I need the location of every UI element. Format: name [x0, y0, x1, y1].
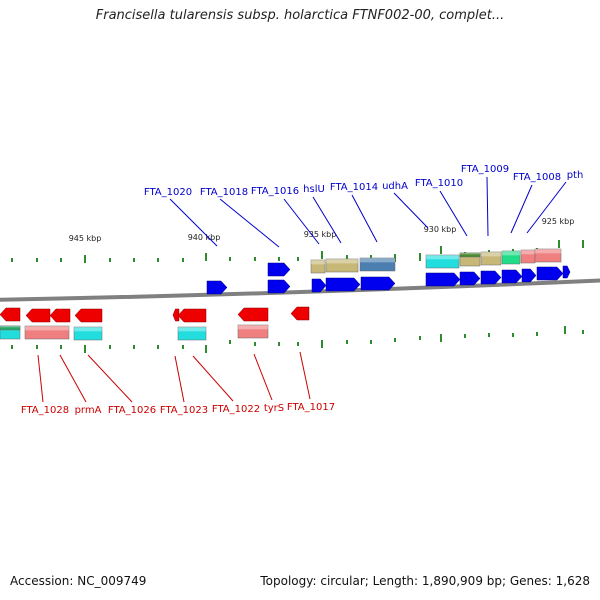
forward-gene[interactable] [267, 279, 291, 294]
forward-label-leader [526, 181, 567, 234]
feature-bar [73, 326, 103, 341]
reverse-gene[interactable] [177, 308, 207, 323]
forward-gene[interactable] [480, 270, 502, 285]
feature-bar-shine [460, 253, 480, 255]
map-title: Francisella tularensis subsp. holarctica… [95, 8, 505, 23]
feature-bar [359, 257, 396, 272]
forward-gene[interactable] [425, 272, 461, 287]
forward-gene[interactable] [206, 280, 228, 295]
scale-label: 935 kbp [304, 230, 337, 239]
reverse-gene-label[interactable]: FTA_1017 [287, 402, 335, 413]
genome-backbone [0, 278, 600, 302]
forward-label-leader [169, 198, 218, 247]
reverse-gene[interactable] [49, 308, 71, 323]
forward-gene[interactable] [521, 268, 537, 283]
reverse-gene-label[interactable]: FTA_1023 [160, 405, 208, 416]
reverse-label-leader [253, 353, 273, 401]
feature-bar-shine [25, 326, 69, 331]
forward-gene-label[interactable]: pth [567, 170, 584, 181]
feature-bar [0, 325, 21, 331]
reverse-gene[interactable] [74, 308, 103, 323]
reverse-label-leader [87, 354, 133, 403]
forward-gene-label[interactable]: FTA_1016 [251, 186, 299, 197]
reverse-gene[interactable] [25, 308, 51, 323]
reverse-label-leader [37, 354, 44, 403]
forward-label-leader [219, 198, 280, 248]
feature-bar-shine [502, 251, 520, 256]
feature-bar [459, 252, 481, 258]
forward-label-leader [393, 192, 429, 229]
feature-bar [177, 326, 207, 341]
reverse-gene[interactable] [0, 307, 21, 322]
forward-gene[interactable] [562, 265, 571, 279]
forward-gene[interactable] [267, 262, 291, 277]
feature-bar [480, 251, 502, 266]
reverse-gene-label[interactable]: prmA [75, 405, 102, 416]
forward-gene[interactable] [459, 271, 481, 286]
forward-label-leader [439, 190, 468, 237]
forward-gene-label[interactable]: FTA_1009 [461, 164, 509, 175]
forward-gene[interactable] [360, 276, 396, 291]
feature-bar [24, 325, 70, 340]
feature-bar [310, 259, 326, 274]
reverse-label-leader [192, 355, 234, 402]
forward-gene-label[interactable]: FTA_1018 [200, 187, 248, 198]
forward-gene-label[interactable]: FTA_1008 [513, 172, 561, 183]
forward-gene-label[interactable]: udhA [382, 181, 408, 192]
reverse-gene-label[interactable]: FTA_1028 [21, 405, 69, 416]
forward-label-leader [510, 184, 533, 234]
forward-label-leader [351, 194, 378, 243]
forward-label-leader [312, 196, 342, 244]
forward-gene[interactable] [536, 266, 564, 281]
genome-stats-text: Topology: circular; Length: 1,890,909 bp… [260, 574, 590, 588]
feature-bar-shine [74, 327, 102, 332]
forward-label-leader [283, 198, 320, 245]
scale-label: 945 kbp [69, 234, 102, 243]
feature-bar-shine [178, 327, 206, 332]
forward-gene[interactable] [311, 278, 327, 293]
forward-label-leader [486, 176, 489, 237]
reverse-label-leader [299, 351, 311, 400]
forward-gene-label[interactable]: FTA_1020 [144, 187, 192, 198]
feature-bar-shine [238, 325, 268, 330]
feature-bar-shine [521, 250, 535, 255]
feature-bar [425, 254, 460, 269]
reverse-gene-label[interactable]: FTA_1022 [212, 404, 260, 415]
reverse-gene[interactable] [172, 308, 180, 322]
feature-bar-shine [481, 252, 501, 257]
feature-bar-shine [0, 326, 20, 328]
forward-gene[interactable] [501, 269, 523, 284]
scale-label: 930 kbp [424, 225, 457, 234]
feature-bar [501, 250, 521, 265]
feature-bar-shine [426, 255, 459, 260]
scale-label: 925 kbp [542, 217, 575, 226]
feature-bar [325, 258, 359, 273]
feature-bar-shine [535, 249, 561, 254]
reverse-gene-label[interactable]: tyrS [264, 403, 284, 414]
reverse-gene-label[interactable]: FTA_1026 [108, 405, 156, 416]
feature-bar-shine [311, 260, 325, 265]
feature-bar [534, 248, 562, 263]
reverse-label-leader [59, 354, 87, 403]
feature-bar-shine [326, 259, 358, 264]
forward-gene-label[interactable]: hslU [303, 184, 325, 195]
scale-label: 940 kbp [188, 233, 221, 242]
forward-gene-label[interactable]: FTA_1010 [415, 178, 463, 189]
accession-text: Accession: NC_009749 [10, 574, 147, 588]
reverse-gene[interactable] [290, 306, 310, 321]
forward-gene[interactable] [325, 277, 361, 292]
feature-bar-shine [360, 258, 395, 263]
reverse-label-leader [174, 355, 185, 403]
feature-bar [237, 324, 269, 339]
reverse-gene[interactable] [237, 307, 269, 322]
forward-gene-label[interactable]: FTA_1014 [330, 182, 378, 193]
